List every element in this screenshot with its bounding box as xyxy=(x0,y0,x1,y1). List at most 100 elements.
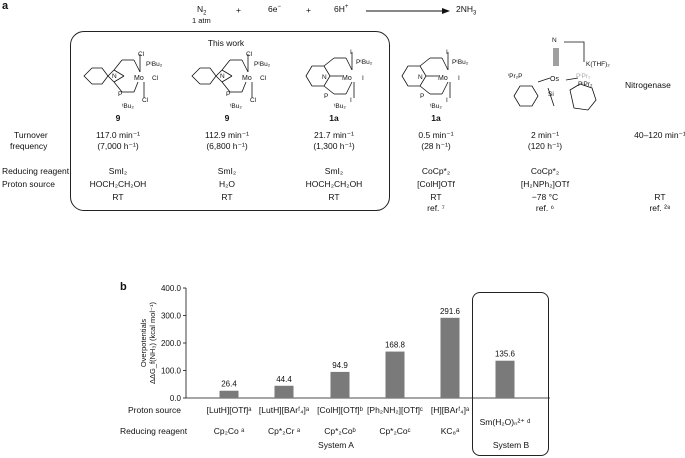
system-b-box xyxy=(472,292,549,456)
b-proton-source-6: Sm(H₂O)ₙ²⁺ ᵈ xyxy=(479,417,531,427)
compound-label-4: 1a xyxy=(431,113,441,123)
bar-value-label-4: 168.8 xyxy=(385,341,406,350)
svg-text:PᵗBu₂: PᵗBu₂ xyxy=(356,59,373,66)
b-proton-source-3: [ColH][OTf]ᵇ xyxy=(317,405,363,415)
col-5-ref: ref. ⁶ xyxy=(535,203,555,213)
col-1-tof-min: 117.0 min⁻¹ xyxy=(95,130,141,140)
structure-9-b xyxy=(191,54,253,98)
svg-text:Mo: Mo xyxy=(342,75,352,82)
svg-text:Mo: Mo xyxy=(242,75,252,82)
col-1-proton: HOCH₂CH₂OH xyxy=(89,179,147,189)
bar-value-label-1: 26.4 xyxy=(221,380,237,389)
svg-text:N: N xyxy=(112,73,117,80)
b-proton-source-1: [LutH][OTf]ᵃ xyxy=(206,405,252,415)
svg-text:PⁱPr₂: PⁱPr₂ xyxy=(576,73,591,80)
structures-this-work: Cl PᵗBu₂ N Mo Cl P Cl ᵗBu₂ Cl PᵗBu₂ N Mo… xyxy=(83,49,373,110)
system-b-label: System B xyxy=(492,440,530,450)
col-3-reductant: SmI₂ xyxy=(324,166,344,176)
svg-text:I: I xyxy=(350,97,352,104)
y-tick-label: 400.0 xyxy=(161,284,182,293)
col-6-ref: ref. ²⁸ xyxy=(649,203,671,213)
col-2-proton: H₂O xyxy=(218,179,236,189)
svg-text:N: N xyxy=(552,37,557,44)
bar-value-label-6: 135.6 xyxy=(495,350,516,359)
this-work-label: This work xyxy=(207,38,245,48)
col-6-temp: RT xyxy=(654,192,666,202)
svg-text:N: N xyxy=(220,73,225,80)
y-tick-label: 300.0 xyxy=(161,312,182,321)
structure-os-complex: N K(THF)₂ ⁱPr₂P Os PⁱPr₂ PⁱPr₂ Si xyxy=(508,37,610,111)
svg-text:ⁱPr₂P: ⁱPr₂P xyxy=(508,73,523,80)
col-2-tof-h: (6,800 h⁻¹) xyxy=(206,141,248,151)
svg-text:K(THF)₂: K(THF)₂ xyxy=(586,61,610,68)
b-row-label-proton: Proton source xyxy=(128,405,181,415)
bar-6 xyxy=(495,360,515,398)
y-tick-label: 0.0 xyxy=(170,394,182,403)
compound-label-2: 9 xyxy=(224,113,230,123)
bar-4 xyxy=(385,351,405,398)
bar-3 xyxy=(330,371,350,398)
col-4-tof-min: 0.5 min⁻¹ xyxy=(418,130,454,140)
svg-text:I: I xyxy=(446,97,448,104)
svg-text:Si: Si xyxy=(548,91,554,98)
col-6-tof-min: 40–120 min⁻¹ xyxy=(634,130,685,140)
svg-text:I: I xyxy=(446,49,448,56)
eq-protons: 6H+ xyxy=(334,4,349,14)
col-3-tof-h: (1,300 h⁻¹) xyxy=(313,141,355,151)
col-4-proton: [ColH]OTf xyxy=(417,179,455,189)
svg-text:PᵗBu₂: PᵗBu₂ xyxy=(452,59,469,66)
bar-value-label-5: 291.6 xyxy=(440,307,461,316)
svg-text:I: I xyxy=(458,75,460,82)
panel-a-label: a xyxy=(2,0,9,12)
b-row-label-reducing: Reducing reagent xyxy=(120,426,188,436)
svg-text:PᵗBu₂: PᵗBu₂ xyxy=(254,61,271,68)
svg-text:Cl: Cl xyxy=(246,51,253,58)
svg-text:Mo: Mo xyxy=(134,75,144,82)
this-work-box xyxy=(70,31,390,211)
col-2-temp: RT xyxy=(221,192,233,202)
y-tick-label: 100.0 xyxy=(161,367,182,376)
compound-label-1: 9 xyxy=(115,113,121,123)
svg-text:ᵗBu₂: ᵗBu₂ xyxy=(122,103,134,110)
col-1-temp: RT xyxy=(112,192,124,202)
b-reductant-5: KC₈ᵃ xyxy=(440,426,460,436)
eq-product: 2NH3 xyxy=(456,4,477,17)
svg-text:PⁱPr₂: PⁱPr₂ xyxy=(578,81,593,88)
eq-atm: 1 atm xyxy=(192,16,211,25)
svg-text:Cl: Cl xyxy=(260,75,267,82)
svg-text:N: N xyxy=(418,74,423,81)
structure-1a-b: I PᵗBu₂ N Mo I P I ᵗBu₂ xyxy=(401,49,469,110)
svg-text:P: P xyxy=(118,91,122,98)
svg-text:ᵗBu₂: ᵗBu₂ xyxy=(230,103,242,110)
eq-electrons: 6e− xyxy=(268,4,281,14)
col-5-temp: −78 °C xyxy=(531,192,559,202)
b-proton-source-5: [H][BArᶠ₄]ᵃ xyxy=(430,405,470,415)
col-5-proton: [H₂NPh₂]OTf xyxy=(520,179,570,189)
svg-text:Mo: Mo xyxy=(438,75,448,82)
b-reductant-1: Cp₂Co ᵃ xyxy=(213,426,245,436)
structure-1a-a xyxy=(305,52,355,98)
svg-text:ᵗBu₂: ᵗBu₂ xyxy=(334,103,346,110)
svg-text:Os: Os xyxy=(550,76,559,83)
col-4-temp: RT xyxy=(430,192,442,202)
bar-value-label-3: 94.9 xyxy=(332,361,348,370)
row-label-turnover: Turnover xyxy=(14,130,48,140)
compound-label-3: 1a xyxy=(329,113,339,123)
b-reductant-3: Cp*₂Coᵇ xyxy=(324,426,356,436)
svg-text:N: N xyxy=(322,74,327,81)
row-label-frequency: frequency xyxy=(10,141,48,151)
bar-2 xyxy=(274,385,294,398)
svg-text:Cl: Cl xyxy=(138,51,145,58)
eq-plus-1: + xyxy=(236,5,241,15)
y-tick-label: 200.0 xyxy=(161,339,182,348)
col-4-reductant: CoCp*₂ xyxy=(421,166,451,176)
b-proton-source-4: [Ph₂NH₂][OTf]ᶜ xyxy=(367,405,423,415)
svg-text:P: P xyxy=(324,93,328,100)
col-2-tof-min: 112.9 min⁻¹ xyxy=(204,130,250,140)
row-label-proton: Proton source xyxy=(2,179,55,189)
nitrogenase-label: Nitrogenase xyxy=(625,80,671,90)
eq-plus-2: + xyxy=(306,5,311,15)
svg-text:PᵗBu₂: PᵗBu₂ xyxy=(146,61,163,68)
y-axis-label-line1: Overpotentials xyxy=(139,319,148,368)
